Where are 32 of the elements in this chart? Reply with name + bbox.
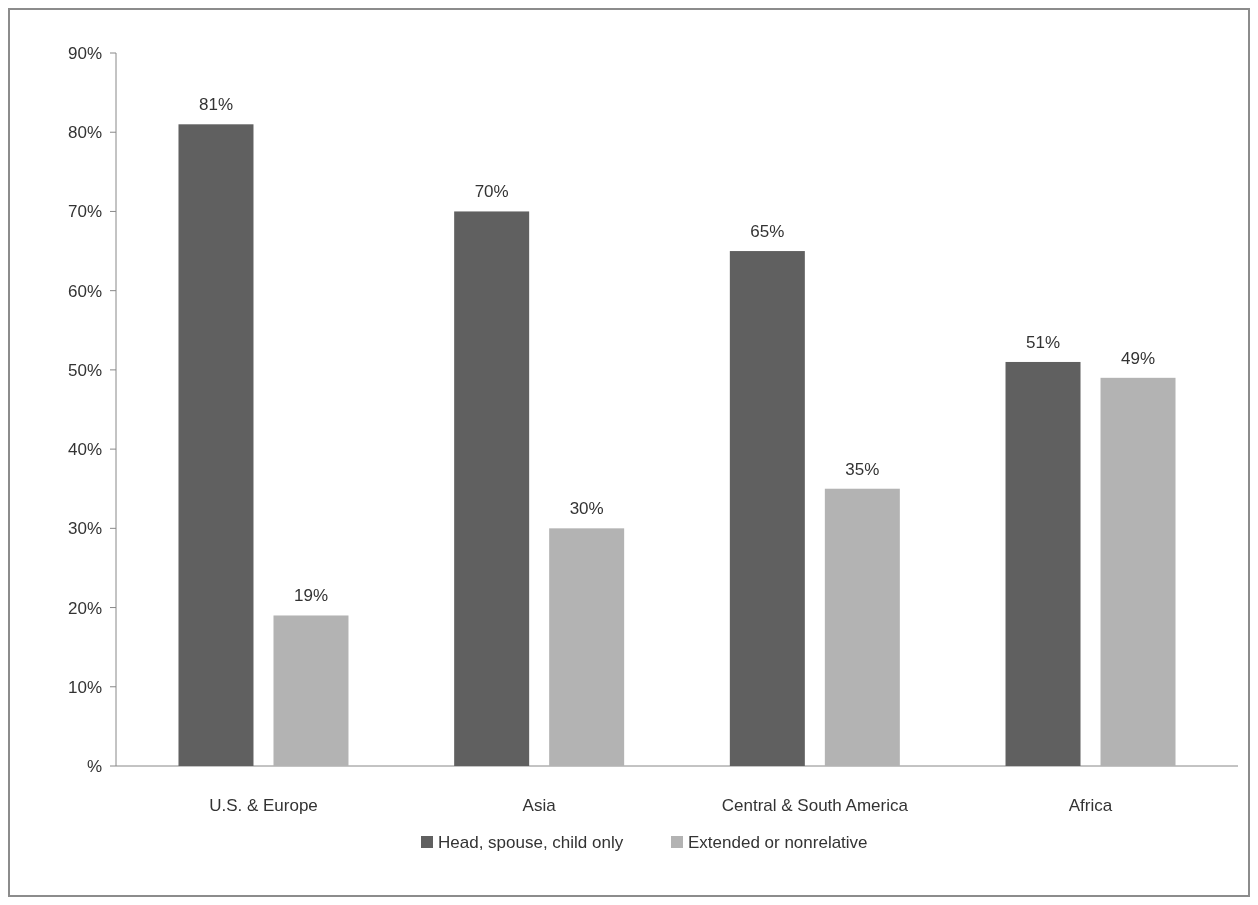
x-tick-label: Asia bbox=[522, 796, 557, 815]
bar bbox=[549, 528, 625, 766]
y-tick-label: 60% bbox=[67, 281, 102, 301]
y-tick-label: 40% bbox=[67, 440, 102, 460]
bar bbox=[178, 124, 254, 766]
x-tick-label: U.S. & Europe bbox=[209, 796, 318, 815]
bar bbox=[1005, 361, 1081, 766]
bar bbox=[454, 211, 530, 766]
data-label: 30% bbox=[569, 499, 604, 519]
y-tick-label: 50% bbox=[67, 360, 102, 380]
y-tick-label: 10% bbox=[67, 677, 102, 697]
y-tick-label: % bbox=[86, 756, 102, 776]
legend-label: Extended or nonrelative bbox=[688, 833, 868, 852]
y-tick-label: 80% bbox=[67, 123, 102, 143]
y-tick-label: 20% bbox=[67, 598, 102, 618]
y-tick-label: 30% bbox=[67, 519, 102, 539]
data-label: 19% bbox=[293, 586, 328, 606]
x-tick-label: Africa bbox=[1068, 796, 1113, 815]
data-label: 49% bbox=[1121, 348, 1156, 368]
bar bbox=[1100, 377, 1176, 766]
x-tick-label: Central & South America bbox=[721, 796, 909, 815]
data-label: 51% bbox=[1026, 332, 1061, 352]
y-tick-label: 70% bbox=[67, 202, 102, 222]
bar bbox=[824, 488, 900, 766]
bar bbox=[729, 251, 805, 766]
bar bbox=[273, 615, 349, 766]
data-label: 65% bbox=[750, 222, 785, 242]
data-label: 70% bbox=[474, 182, 509, 202]
data-label: 35% bbox=[845, 459, 880, 479]
data-label: 81% bbox=[198, 95, 233, 115]
y-tick-label: 90% bbox=[67, 43, 102, 63]
legend-label: Head, spouse, child only bbox=[438, 833, 624, 852]
